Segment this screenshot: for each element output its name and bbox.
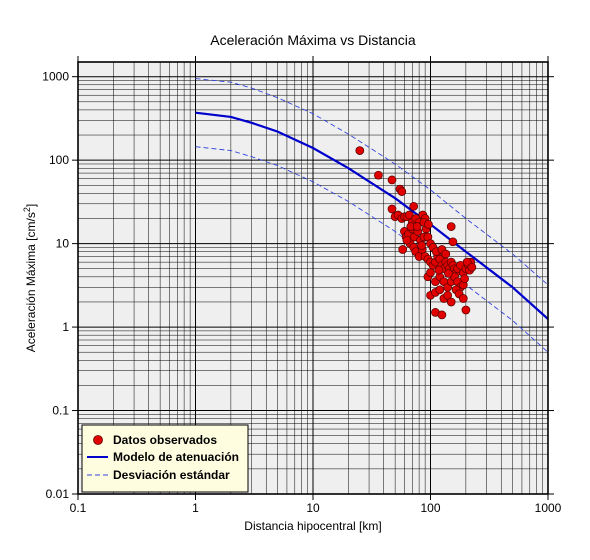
data-point (409, 201, 419, 211)
data-point (412, 222, 422, 231)
y-tick-label: 1000 (42, 70, 69, 84)
points-layer (355, 146, 477, 320)
legend-label-model: Modelo de atenuación (113, 450, 239, 464)
x-tick-label: 0.1 (70, 501, 87, 515)
y-axis-label: Aceleración Máxima [cm/s2] (22, 204, 38, 352)
x-tick-label: 1000 (535, 501, 562, 515)
data-point (446, 222, 456, 231)
x-tick-label: 100 (420, 501, 440, 515)
data-point (458, 294, 468, 303)
data-point (374, 170, 383, 180)
x-axis-label: Distancia hipocentral [km] (244, 519, 381, 533)
data-point (398, 245, 408, 254)
legend-box (81, 424, 249, 493)
series-line-3 (195, 146, 549, 353)
y-tick-label: 10 (56, 237, 70, 251)
y-axis-label-end: ] (24, 204, 38, 207)
legend: Datos observados Modelo de atenuación De… (81, 424, 249, 493)
series-line-1 (195, 111, 549, 320)
data-point (460, 274, 469, 284)
data-point (387, 175, 397, 185)
x-tick-label: 10 (306, 501, 320, 515)
chart-title: Aceleración Máxima vs Distancia (210, 32, 416, 48)
data-point (434, 265, 444, 275)
series-line-2 (195, 78, 549, 286)
data-point (441, 249, 451, 259)
y-tick-label: 0.01 (46, 487, 70, 501)
data-point (424, 220, 433, 229)
series-layer (195, 78, 549, 353)
y-axis-label-superscript: 2 (22, 207, 32, 212)
x-tick-label: 1 (192, 501, 199, 515)
legend-label-std: Desviación estándar (113, 468, 230, 482)
data-point (355, 146, 365, 155)
data-point (402, 235, 412, 245)
data-point (435, 285, 445, 295)
data-point (446, 297, 456, 307)
y-tick-label: 100 (49, 153, 69, 167)
data-point (426, 268, 435, 277)
y-tick-label: 1 (62, 320, 69, 334)
data-point (461, 305, 471, 315)
legend-marker-observed (93, 435, 103, 445)
data-point (467, 262, 477, 272)
data-point (417, 241, 426, 250)
data-point (397, 187, 407, 196)
data-point (444, 269, 453, 278)
data-point (443, 290, 453, 300)
legend-label-observed: Datos observados (113, 433, 217, 447)
y-tick-label: 0.1 (52, 404, 69, 418)
data-point (387, 204, 397, 214)
data-point (448, 237, 458, 247)
y-axis-label-main: Aceleración Máxima [cm/s (24, 212, 38, 352)
data-point (437, 310, 447, 320)
